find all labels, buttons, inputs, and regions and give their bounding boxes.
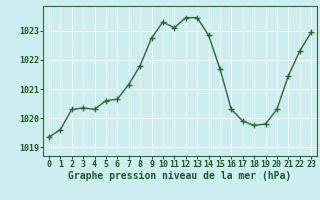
X-axis label: Graphe pression niveau de la mer (hPa): Graphe pression niveau de la mer (hPa) — [68, 171, 292, 181]
